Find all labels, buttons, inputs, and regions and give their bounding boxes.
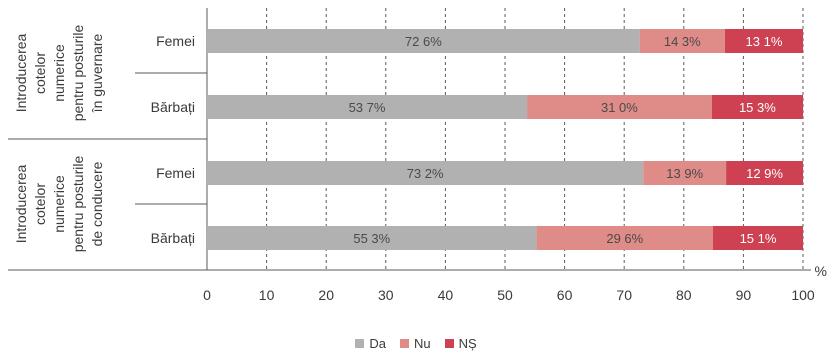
bar-segment-da <box>207 29 640 53</box>
bar-segment-nu <box>536 226 714 250</box>
legend-swatch-ns <box>444 339 454 348</box>
group-label-line: de conducere <box>89 161 105 246</box>
legend-label-da: Da <box>369 336 386 351</box>
x-unit-label: % <box>815 263 827 279</box>
group-label-line: Introducerea <box>13 164 29 243</box>
x-tick-label: 40 <box>438 287 454 303</box>
x-tick-label: 50 <box>497 287 513 303</box>
data-label: 14 3% <box>664 34 701 49</box>
data-label: 13 1% <box>746 34 783 49</box>
legend-item-da: Da <box>355 336 386 351</box>
x-tick-label: 80 <box>676 287 692 303</box>
category-label: Bărbați <box>151 230 195 246</box>
group-label-line: pentru posturile <box>70 156 86 253</box>
bar-segment-nu <box>639 29 725 53</box>
data-label: 53 7% <box>349 100 386 115</box>
data-label: 29 6% <box>606 231 643 246</box>
bar-segment-n <box>711 95 803 119</box>
group-label-line: cotelor <box>32 52 48 94</box>
x-tick-label: 90 <box>736 287 752 303</box>
bar-segment-da <box>207 226 537 250</box>
category-label: Femei <box>156 33 195 49</box>
group-label-line: numerice <box>51 175 67 233</box>
x-tick-label: 0 <box>203 287 211 303</box>
group-label-line: pentru posturile <box>70 25 86 122</box>
group-label-line: cotelor <box>32 183 48 225</box>
x-tick-label: 100 <box>791 287 815 303</box>
group-label-line: în guvernare <box>89 33 105 113</box>
legend-item-ns: NȘ <box>444 336 477 351</box>
legend-swatch-da <box>355 339 365 348</box>
bar-segment-nu <box>527 95 712 119</box>
category-label: Bărbați <box>151 99 195 115</box>
data-label: 73 2% <box>407 166 444 181</box>
data-label: 12 9% <box>746 166 783 181</box>
x-tick-label: 20 <box>318 287 334 303</box>
bar-segment-nu <box>643 161 727 185</box>
bar-segment-n <box>713 226 803 250</box>
data-label: 15 3% <box>739 100 776 115</box>
data-label: 55 3% <box>353 231 390 246</box>
x-tick-label: 70 <box>616 287 632 303</box>
legend-label-nu: Nu <box>413 336 431 351</box>
x-tick-label: 30 <box>378 287 394 303</box>
category-label: Femei <box>156 165 195 181</box>
data-label: 15 1% <box>740 231 777 246</box>
bar-segment-n <box>724 29 803 53</box>
bar-segment-da <box>207 95 528 119</box>
x-tick-label: 10 <box>259 287 275 303</box>
bar-segment-n <box>726 161 803 185</box>
data-label: 72 6% <box>405 34 442 49</box>
legend-item-nu: Nu <box>399 336 431 351</box>
group-label-line: Introducerea <box>13 33 29 112</box>
x-tick-label: 60 <box>557 287 573 303</box>
data-label: 13 9% <box>666 166 703 181</box>
legend: Da Nu NȘ <box>0 336 832 351</box>
legend-swatch-nu <box>399 339 409 348</box>
data-label: 31 0% <box>601 100 638 115</box>
group-label-line: numerice <box>51 44 67 102</box>
bar-segment-da <box>207 161 644 185</box>
legend-label-ns: NȘ <box>458 336 477 351</box>
